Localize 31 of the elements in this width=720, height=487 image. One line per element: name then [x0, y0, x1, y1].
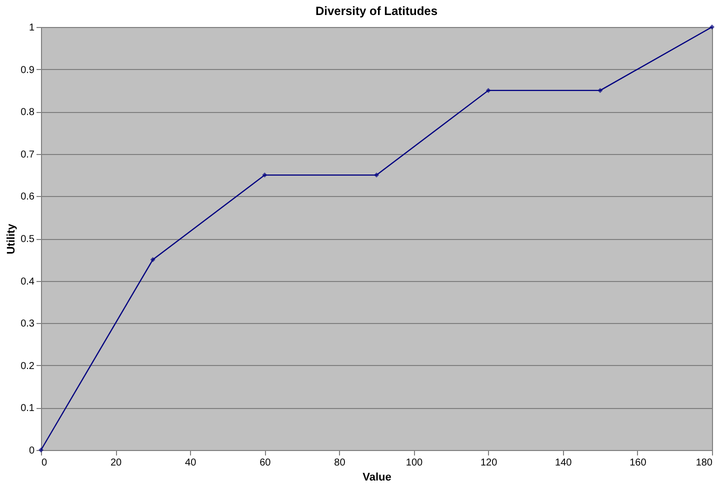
x-tick-label: 80 — [334, 458, 346, 468]
x-tick-label: 140 — [555, 458, 572, 468]
y-tick-label: 0.3 — [20, 318, 35, 330]
point — [710, 24, 714, 30]
x-tick-label: 120 — [480, 458, 498, 468]
point — [38, 448, 44, 452]
point — [150, 257, 156, 262]
x-tick-label: 20 — [110, 458, 122, 468]
x-tick-label: 180 — [696, 458, 713, 468]
point — [262, 172, 268, 178]
x-tick-label: 160 — [630, 458, 647, 468]
y-axis-title: Utility — [6, 222, 18, 254]
point — [486, 88, 491, 93]
point — [374, 172, 379, 178]
y-tick-label: 0.7 — [20, 149, 35, 160]
y-tick-label: 0 — [28, 446, 35, 456]
point — [598, 88, 603, 93]
y-tick-label: 0.8 — [20, 107, 35, 118]
x-tick-label: 60 — [260, 458, 272, 468]
y-tick-label: 0.6 — [20, 192, 35, 203]
chart-title: Diversity of Latitudes — [315, 4, 438, 18]
y-tick-label: 0.2 — [20, 360, 35, 372]
y-tick-label: 0.4 — [20, 276, 35, 288]
x-tick-label: 100 — [406, 458, 424, 468]
y-tick-label: 0.9 — [20, 64, 35, 76]
y-tick-label: 0.1 — [20, 403, 35, 414]
x-tick-label: 0 — [42, 458, 48, 468]
y-tick-label: 0.5 — [20, 234, 35, 245]
y-tick-label: 1 — [28, 22, 35, 34]
x-axis-title: Value — [362, 472, 392, 484]
x-tick-label: 40 — [185, 458, 197, 468]
